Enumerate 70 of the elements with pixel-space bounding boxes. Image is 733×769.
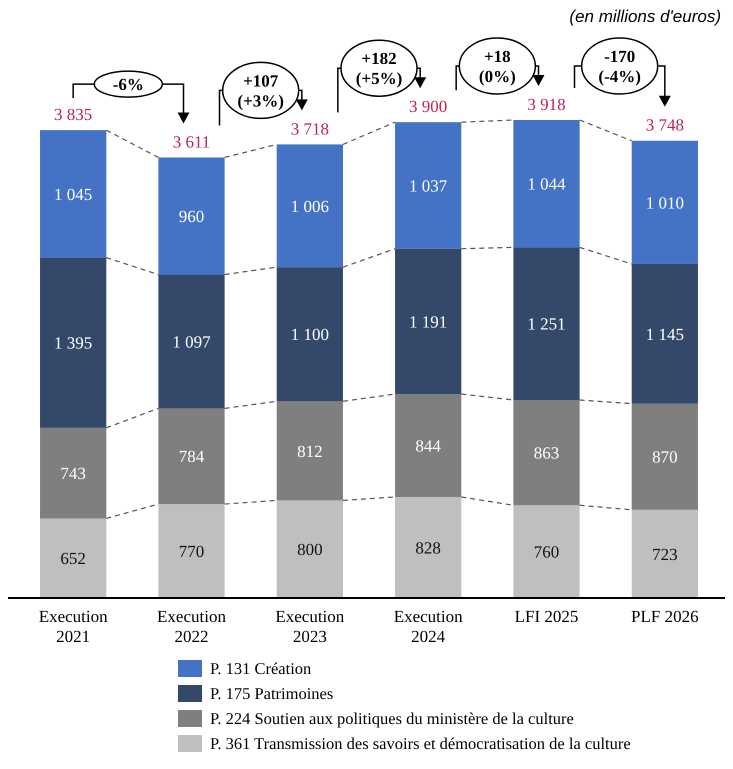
bar: [158, 408, 225, 504]
data-label: 1 010: [646, 193, 684, 212]
legend-label: P. 361 Transmission des savoirs et démocratisation de la culture: [210, 734, 631, 753]
bar: [158, 504, 225, 598]
total-label: 3 835: [54, 105, 92, 124]
bar: [513, 247, 580, 400]
bar: [158, 157, 225, 275]
text: +182 (+5%): [356, 49, 402, 88]
bar: [632, 404, 698, 510]
data-label: 863: [534, 444, 560, 463]
data-label: 1 251: [527, 314, 566, 334]
bar: [395, 394, 462, 497]
bar: [276, 144, 343, 268]
data-label: 760: [534, 542, 560, 562]
chart-subtitle: (en millions d'euros): [569, 7, 721, 26]
x-tick-label: PLF 2026: [631, 607, 699, 626]
bar: [40, 258, 106, 428]
data-label: 1 044: [527, 174, 566, 194]
data-label: 812: [297, 442, 323, 461]
data-label: 1 100: [290, 325, 329, 344]
bar: [395, 122, 462, 249]
bar: [40, 428, 106, 518]
bar: [632, 140, 698, 264]
data-label: 1 045: [54, 184, 92, 204]
bar: [513, 120, 580, 248]
total-label: 3 918: [527, 95, 566, 114]
bar: [276, 401, 343, 500]
text: -6%: [112, 75, 144, 94]
bar: [40, 518, 106, 598]
x-tick-label: Execution 2021: [38, 607, 108, 646]
legend-label: P. 131 Création: [210, 659, 312, 678]
total-label: 3 718: [290, 119, 329, 138]
x-tick-label: Execution 2022: [157, 607, 226, 646]
data-label: 1 395: [54, 334, 92, 353]
data-label: 1 145: [646, 324, 684, 344]
bar: [632, 510, 698, 598]
bar: [395, 496, 462, 598]
total-label: 3 900: [409, 97, 448, 116]
text: +18 (0%): [478, 47, 516, 86]
data-label: 723: [652, 544, 678, 564]
bar: [513, 505, 580, 598]
data-label: 770: [178, 542, 204, 562]
bar: [276, 267, 343, 402]
data-label: 960: [178, 207, 204, 226]
data-label: 743: [60, 464, 86, 484]
total-label: 3 748: [646, 116, 684, 135]
x-tick-label: Execution 2024: [394, 607, 464, 646]
bar: [632, 264, 698, 404]
bar: [158, 274, 225, 408]
legend-label: P. 175 Patrimoines: [210, 684, 334, 703]
data-label: 800: [297, 540, 323, 560]
data-label: 844: [415, 436, 442, 456]
bar: [40, 130, 106, 258]
x-tick-label: LFI 2025: [514, 607, 578, 626]
text: +107 (+3%): [237, 71, 284, 110]
data-label: 1 191: [409, 312, 448, 332]
data-label: 1 037: [409, 176, 448, 196]
data-label: 870: [652, 448, 678, 467]
bar: [276, 500, 343, 598]
bar: [513, 400, 580, 506]
data-label: 828: [415, 538, 441, 558]
data-label: 652: [60, 549, 86, 568]
legend-label: P. 224 Soutien aux politiques du ministère de la culture: [210, 709, 574, 728]
data-label: 1 097: [172, 332, 212, 352]
total-label: 3 611: [172, 132, 210, 152]
bar: [395, 248, 462, 394]
data-label: 784: [178, 447, 205, 466]
x-tick-label: Execution 2023: [275, 607, 345, 646]
text: -170 (-4%): [598, 47, 641, 86]
data-label: 1 006: [290, 196, 329, 216]
